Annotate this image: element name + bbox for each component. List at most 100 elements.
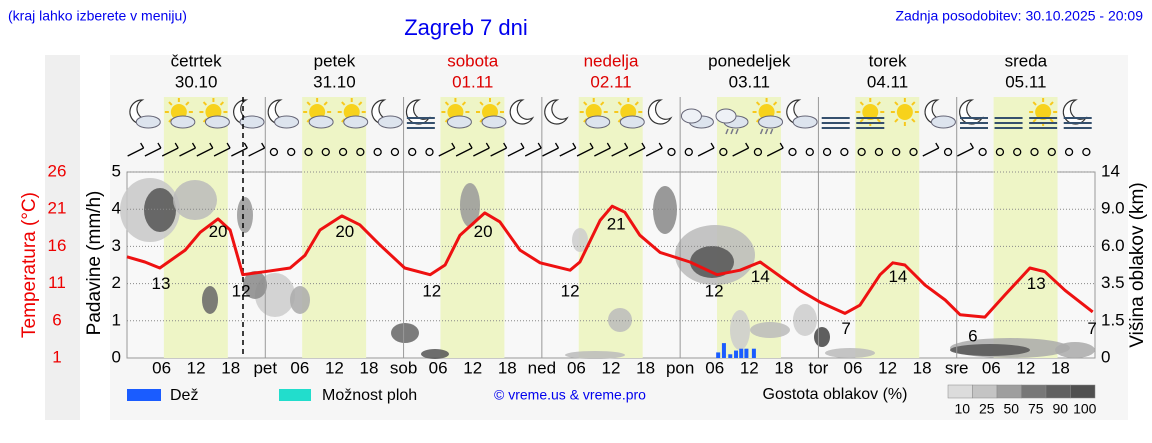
icon-cloud xyxy=(585,115,611,129)
icon-ray xyxy=(1032,118,1037,123)
icon-ray xyxy=(219,101,225,106)
x-tick-label: 18 xyxy=(636,358,655,377)
day-name: sobota xyxy=(447,51,499,70)
cloud-density xyxy=(608,308,632,332)
day-date: 31.10 xyxy=(313,72,356,91)
temp-label: 20 xyxy=(335,222,354,241)
temp-label: 13 xyxy=(1027,274,1046,293)
icon-sun xyxy=(862,104,879,120)
icon-ray xyxy=(911,101,916,106)
wind-calm xyxy=(857,147,866,157)
temp-tick-label: 21 xyxy=(48,199,67,218)
icon-moon xyxy=(544,99,569,125)
icon-ray xyxy=(202,101,208,106)
wind-barb xyxy=(473,142,490,157)
rain-bar xyxy=(728,354,733,358)
day-date: 04.11 xyxy=(867,72,908,91)
legend-swatch xyxy=(127,389,161,401)
icon-ray xyxy=(323,101,328,106)
day-band xyxy=(440,97,505,358)
x-tick-label: 06 xyxy=(705,358,724,377)
temp-label: 7 xyxy=(1087,319,1096,338)
cloud-scale-label: 50 xyxy=(1003,401,1019,417)
rain-bar xyxy=(716,352,721,358)
day-date: 05.11 xyxy=(1005,72,1046,91)
wind-calm xyxy=(338,147,348,157)
wind-barb xyxy=(231,142,248,157)
icon-ray xyxy=(1032,101,1037,106)
y2-tick-label: 3.5 xyxy=(1101,273,1125,292)
icon-cloud xyxy=(446,115,472,129)
wind-calm xyxy=(822,147,832,157)
day-band xyxy=(302,97,367,358)
x-tick-label: 18 xyxy=(360,358,379,377)
temperature-line xyxy=(126,204,1094,319)
icon-rain xyxy=(725,128,729,135)
icon-moon xyxy=(647,99,673,125)
icon-ray xyxy=(444,101,450,106)
x-tick-label: 18 xyxy=(774,358,793,377)
icon-ray xyxy=(306,101,311,106)
y-tick-label: 0 xyxy=(112,347,121,366)
cloud-scale-label: 100 xyxy=(1073,401,1097,417)
icon-ray xyxy=(911,118,916,123)
rain-bar xyxy=(739,348,744,358)
wind-calm xyxy=(304,147,313,157)
x-tick-label: 06 xyxy=(844,358,863,377)
day-name: torek xyxy=(869,51,907,70)
rain-bar xyxy=(734,350,739,358)
cloud-density xyxy=(653,186,677,234)
icon-ray xyxy=(894,118,899,123)
icon-ray xyxy=(1049,101,1054,106)
x-tick-label: 06 xyxy=(152,358,171,377)
icon-ray xyxy=(859,118,864,123)
wind-barb xyxy=(179,142,197,157)
wind-calm xyxy=(943,147,953,157)
cloud-scale-swatch xyxy=(1021,384,1047,399)
day-date: 01.11 xyxy=(452,72,493,91)
cloud-scale-label: 10 xyxy=(954,401,970,417)
temp-axis-label: Temperatura (°C) xyxy=(19,192,40,338)
rain-bar xyxy=(744,348,749,358)
credit: © vreme.us & vreme.pro xyxy=(494,387,646,403)
y-tick-label: 4 xyxy=(112,199,121,218)
wind-calm xyxy=(1047,147,1056,157)
y2-tick-label: 14 xyxy=(1101,161,1120,180)
cloud-density xyxy=(237,197,253,233)
temp-label: 14 xyxy=(751,267,770,286)
wind-barb xyxy=(611,142,629,157)
icon-ray xyxy=(755,101,761,106)
icon-rain xyxy=(759,128,764,135)
wind-barb xyxy=(576,142,594,157)
wind-calm xyxy=(1013,147,1022,157)
cloud-density xyxy=(950,344,1030,356)
icon-cloud xyxy=(239,115,265,129)
icon-ray xyxy=(600,101,605,106)
icon-cloud xyxy=(343,115,369,129)
wind-calm xyxy=(719,147,728,157)
cloud-density xyxy=(793,304,817,336)
wind-barb xyxy=(542,142,560,157)
icon-ray xyxy=(894,101,899,106)
cloud-density xyxy=(750,322,790,338)
wind-barb xyxy=(628,142,646,157)
y-tick-label: 3 xyxy=(112,236,121,255)
cloud-scale-swatch xyxy=(996,384,1022,399)
x-tick-label: 12 xyxy=(878,358,897,377)
x-tick-label: 18 xyxy=(498,358,517,377)
x-tick-label: pon xyxy=(666,358,694,377)
y2-tick-label: 0 xyxy=(1101,347,1110,366)
cloud-density xyxy=(460,183,480,227)
day-date: 30.10 xyxy=(175,72,218,91)
wind-barb xyxy=(524,142,542,157)
wind-barb xyxy=(697,142,715,157)
icon-ray xyxy=(859,101,864,106)
x-tick-label: 18 xyxy=(1051,358,1070,377)
icon-sun xyxy=(1035,104,1052,120)
wind-calm xyxy=(840,147,849,157)
cloud-density xyxy=(202,286,218,314)
icon-ray xyxy=(479,101,484,106)
wind-calm xyxy=(425,147,434,157)
temp-tick-label: 26 xyxy=(48,161,67,180)
